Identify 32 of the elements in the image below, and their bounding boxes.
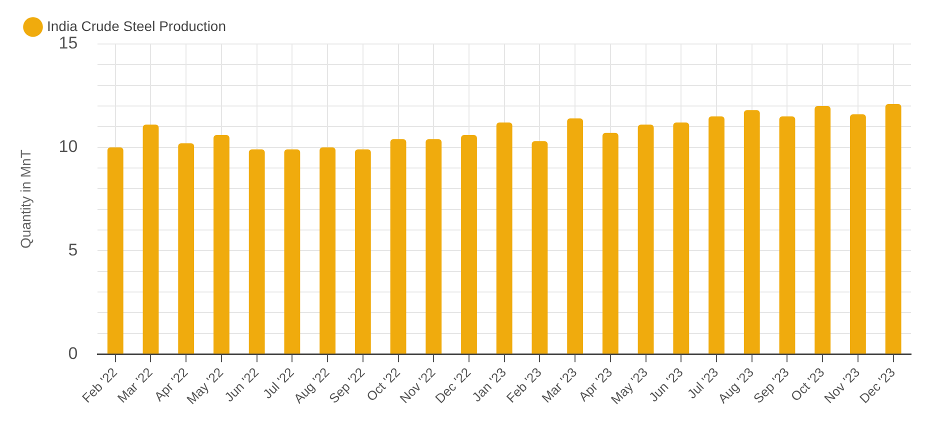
- bar: [885, 104, 902, 354]
- x-tick-label: Jul '22: [260, 364, 297, 402]
- y-tick-label: 5: [68, 240, 78, 260]
- x-tick-label: Jun '22: [222, 364, 262, 405]
- bar: [850, 114, 866, 354]
- bar: [284, 149, 300, 354]
- bar: [320, 147, 336, 354]
- bar: [638, 124, 654, 354]
- y-tick-label: 0: [68, 344, 78, 363]
- bar: [107, 147, 124, 354]
- bar: [142, 124, 159, 354]
- bar: [567, 118, 584, 354]
- y-tick-label: 15: [58, 34, 78, 53]
- legend-label: India Crude Steel Production: [47, 18, 226, 34]
- bar: [426, 139, 442, 354]
- x-tick-label: Jun '23: [646, 364, 686, 405]
- bar: [390, 139, 406, 354]
- bar: [673, 122, 690, 354]
- y-tick-label: 10: [58, 137, 78, 156]
- bar: [461, 134, 477, 354]
- bar: [532, 141, 548, 354]
- bar: [496, 122, 512, 354]
- y-axis-title: Quantity in MnT: [17, 149, 34, 248]
- bar: [248, 149, 265, 354]
- bar: [178, 143, 194, 354]
- bar: [214, 134, 230, 354]
- bar: [814, 106, 831, 354]
- bar: [354, 149, 371, 354]
- bar: [744, 110, 760, 354]
- bar: [779, 116, 796, 354]
- bar: [708, 116, 724, 354]
- bar: [602, 132, 618, 354]
